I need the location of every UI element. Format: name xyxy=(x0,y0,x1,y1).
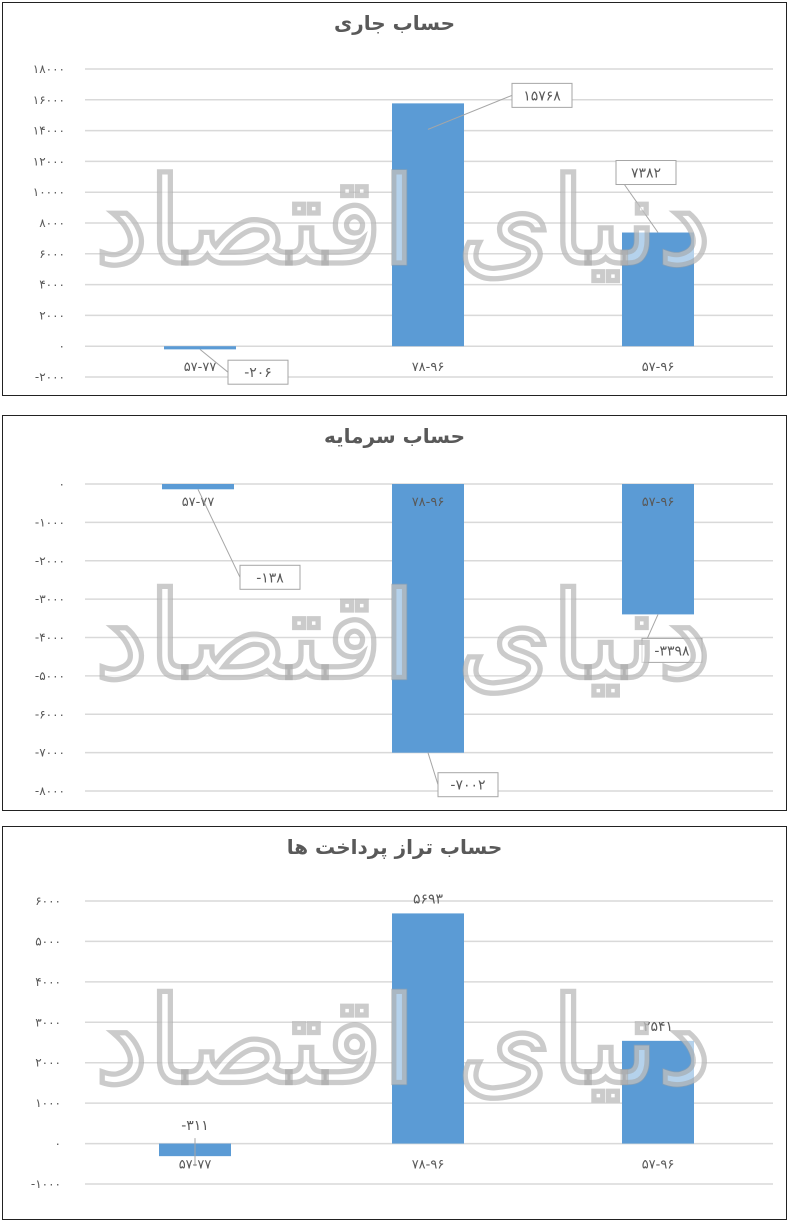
x-tick-label: ۷۸-۹۶ xyxy=(412,495,445,510)
data-label: -۱۳۸ xyxy=(256,570,284,586)
data-label: ۱۵۷۶۸ xyxy=(523,88,561,104)
data-label-box xyxy=(437,772,499,798)
data-label-box xyxy=(511,82,573,108)
chart-title: حساب جاری xyxy=(333,11,456,35)
x-tick-label: ۵۷-۹۶ xyxy=(642,495,675,510)
y-tick-label: ۱۲۰۰۰ xyxy=(33,154,65,168)
y-tick-label: -۶۰۰۰ xyxy=(35,707,65,721)
chart-balance-of-payments: ۶۰۰۰۵۰۰۰۴۰۰۰۳۰۰۰۲۰۰۰۱۰۰۰۰-۱۰۰۰۵۷-۷۷-۳۱۱۷… xyxy=(31,891,773,1191)
y-tick-label: -۵۰۰۰ xyxy=(35,669,65,683)
y-tick-label: -۷۰۰۰ xyxy=(35,746,65,760)
y-tick-label: ۲۰۰۰ xyxy=(35,1056,61,1070)
y-tick-label: ۰ xyxy=(59,339,65,353)
bar xyxy=(622,1040,694,1144)
bar xyxy=(622,232,694,347)
chart-title: حساب سرمایه xyxy=(324,424,465,448)
data-label-box xyxy=(227,359,289,385)
y-tick-label: -۳۰۰۰ xyxy=(35,592,65,606)
data-label: ۵۶۹۳ xyxy=(413,891,444,907)
chart-capital-account: ۰ -۱۰۰۰ -۲۰۰۰ -۳۰۰۰ -۴۰۰۰ -۵۰۰۰ -۶۰۰۰ -۷۰۰۰ -۸۰۰… xyxy=(35,477,773,798)
chart-title: حساب تراز پرداخت ها xyxy=(286,835,503,859)
watermark-logo: دنیای اقتصاد xyxy=(95,566,711,707)
bar xyxy=(392,484,464,753)
y-tick-label: -۱۰۰۰ xyxy=(31,1177,61,1191)
y-tick-label: ۴۰۰۰ xyxy=(39,278,65,292)
data-label: -۳۱۱ xyxy=(181,1118,209,1134)
y-tick-label: ۶۰۰۰ xyxy=(35,894,61,908)
data-label: -۷۰۰۲ xyxy=(450,778,485,794)
chart-panel-capital-account: حساب سرمایه ۰ -۱۰۰۰ -۲۰۰۰ -۳۰۰۰ -۴۰۰۰ -۵۰۰۰ -۶… xyxy=(2,415,787,811)
x-tick-label: ۵۷-۹۶ xyxy=(642,1158,675,1173)
data-label-box xyxy=(239,564,301,590)
data-label-box xyxy=(615,160,677,186)
bar xyxy=(622,484,694,615)
y-tick-label: ۱۰۰۰۰ xyxy=(33,185,65,199)
y-tick-label: -۲۰۰۰ xyxy=(35,554,65,568)
leader-line xyxy=(427,752,439,785)
x-tick-label: ۷۸-۹۶ xyxy=(412,360,445,375)
y-tick-label: ۰ xyxy=(55,1137,61,1151)
y-tick-label: ۱۸۰۰۰ xyxy=(33,62,65,76)
x-tick-label: ۵۷-۹۶ xyxy=(642,360,675,375)
bar xyxy=(392,103,464,347)
chart-panel-balance-of-payments: حساب تراز پرداخت ها ۶۰۰۰ ۵۰۰۰ ۴۰۰۰ ۳۰۰۰ ۲۰۰۰… xyxy=(2,826,787,1220)
leader-line xyxy=(427,94,513,130)
y-tick-label: -۱۰۰۰ xyxy=(35,515,65,529)
bar xyxy=(392,913,464,1144)
data-label: ۲۵۴۱ xyxy=(643,1019,673,1035)
y-tick-label: ۲۰۰۰ xyxy=(39,308,65,322)
y-tick-label: ۱۶۰۰۰ xyxy=(33,93,65,107)
watermark-logo: دنیای اقتصاد xyxy=(95,971,711,1112)
data-label: ۷۳۸۲ xyxy=(631,166,661,182)
bar xyxy=(164,346,236,350)
y-tick-label: ۸۰۰۰ xyxy=(39,216,65,230)
x-tick-label: ۷۸-۹۶ xyxy=(412,1158,445,1173)
chart-panel-current-account: حساب جاری ۱۸۰۰۰ ۱۶۰۰۰ ۱۴۰۰۰ ۱۲۰۰۰ ۱۰۰۰۰ ۸۰۰۰ ۶… xyxy=(2,2,787,396)
y-tick-label: ۳۰۰۰ xyxy=(35,1015,61,1029)
x-tick-label: ۵۷-۷۷ xyxy=(184,360,217,375)
y-tick-label: -۲۰۰۰ xyxy=(35,370,65,384)
x-tick-label: ۵۷-۷۷ xyxy=(182,495,215,510)
y-tick-label: ۱۴۰۰۰ xyxy=(33,124,65,138)
leader-line xyxy=(197,489,241,578)
leader-line xyxy=(199,348,229,373)
chart-current-account: ۱۸۰۰۰ ۱۶۰۰۰ ۱۴۰۰۰ ۱۲۰۰۰ ۱۰۰۰۰ ۸۰۰۰ ۶۰۰۰ ۴۰۰۰ ۲۰۰… xyxy=(33,62,773,385)
y-tick-label: ۱۰۰۰ xyxy=(35,1096,61,1110)
data-label: -۲۰۶ xyxy=(244,365,272,381)
y-tick-label: ۰ xyxy=(59,477,65,491)
bar xyxy=(162,484,234,490)
y-tick-label: -۸۰۰۰ xyxy=(35,784,65,798)
y-tick-label: -۴۰۰۰ xyxy=(35,631,65,645)
y-tick-label: ۶۰۰۰ xyxy=(39,247,65,261)
data-label-box xyxy=(641,637,703,663)
data-label: -۳۳۹۸ xyxy=(654,643,690,659)
y-tick-label: ۵۰۰۰ xyxy=(35,934,61,948)
watermark-logo: دنیای اقتصاد xyxy=(95,151,711,292)
y-tick-label: ۴۰۰۰ xyxy=(35,975,61,989)
